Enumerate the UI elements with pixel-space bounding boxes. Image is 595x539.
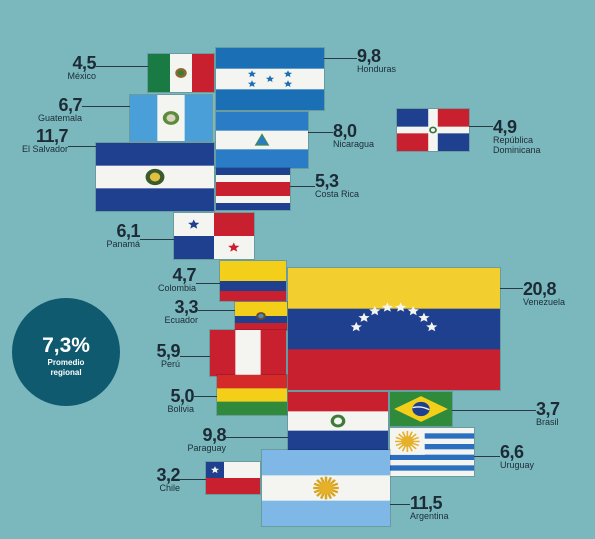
value-label-costa-rica: 5,3 — [315, 171, 339, 191]
connector-colombia — [196, 283, 220, 284]
country-label-honduras: Honduras — [357, 64, 397, 74]
country-label-argentina: Argentina — [410, 511, 449, 521]
connector-argentina — [390, 504, 410, 505]
country-label-uruguay: Uruguay — [500, 460, 535, 470]
connector-guatemala — [82, 106, 130, 107]
value-label-venezuela: 20,8 — [523, 279, 557, 299]
value-label-colombia: 4,7 — [172, 265, 196, 285]
connector-costa-rica — [290, 186, 315, 187]
flag-republica-dominicana — [397, 109, 469, 151]
regional-average-label: Promedio regional — [47, 358, 85, 377]
connector-panama — [140, 239, 174, 240]
regional-average-value: 7,3% — [42, 334, 90, 357]
country-label-paraguay: Paraguay — [187, 443, 226, 453]
value-label-brasil: 3,7 — [536, 399, 560, 419]
value-label-republica-dominicana: 4,9 — [493, 117, 517, 137]
flag-argentina — [262, 450, 390, 526]
flag-brasil — [390, 392, 452, 426]
flag-colombia — [220, 261, 286, 301]
value-label-uruguay: 6,6 — [500, 442, 524, 462]
value-label-el-salvador: 11,7 — [35, 126, 69, 146]
connector-bolivia — [194, 396, 217, 397]
connector-nicaragua — [308, 132, 333, 133]
connector-mexico — [96, 66, 148, 67]
value-label-paraguay: 9,8 — [202, 425, 226, 445]
connector-ecuador — [198, 310, 235, 311]
country-label-ecuador: Ecuador — [164, 315, 198, 325]
country-label-guatemala: Guatemala — [37, 113, 82, 123]
value-label-chile: 3,2 — [156, 465, 180, 485]
connector-honduras — [324, 58, 357, 59]
country-label-mexico: México — [67, 71, 96, 81]
flag-paraguay — [288, 392, 388, 450]
value-label-argentina: 11,5 — [410, 493, 443, 513]
connector-el-salvador — [68, 146, 96, 147]
country-label-chile: Chile — [159, 483, 180, 493]
flag-venezuela — [288, 268, 500, 390]
flag-el-salvador — [96, 143, 214, 211]
flag-nicaragua — [216, 112, 308, 168]
country-label-panama: Panamá — [106, 239, 140, 249]
country-label-colombia: Colombia — [157, 283, 196, 293]
flag-costa-rica — [216, 168, 290, 210]
connector-republica-dominicana — [469, 126, 493, 127]
regional-average-badge: 7,3% Promedio regional — [12, 298, 120, 406]
flag-honduras — [216, 48, 324, 110]
connector-paraguay — [226, 437, 288, 438]
country-label-venezuela: Venezuela — [523, 297, 566, 307]
country-label-nicaragua: Nicaragua — [333, 139, 375, 149]
value-label-mexico: 4,5 — [72, 53, 96, 73]
value-label-ecuador: 3,3 — [174, 297, 198, 317]
connector-uruguay — [474, 456, 500, 457]
flag-ecuador — [235, 302, 287, 330]
flag-mexico — [148, 54, 214, 92]
country-label-costa-rica: Costa Rica — [315, 189, 360, 199]
flag-panama — [174, 213, 254, 259]
value-label-nicaragua: 8,0 — [333, 121, 357, 141]
flag-peru — [210, 330, 286, 376]
country-label-peru: Perú — [160, 359, 180, 369]
value-label-panama: 6,1 — [116, 221, 140, 241]
country-label-el-salvador: El Salvador — [21, 144, 68, 154]
value-label-bolivia: 5,0 — [170, 386, 194, 406]
connector-chile — [180, 479, 206, 480]
country-label-brasil: Brasil — [536, 417, 559, 427]
value-label-peru: 5,9 — [156, 341, 180, 361]
country-label-republica-dominicana: República Dominicana — [493, 135, 541, 155]
flag-uruguay — [390, 428, 474, 476]
flag-guatemala — [130, 95, 212, 141]
flag-bolivia — [217, 375, 287, 415]
connector-brasil — [452, 410, 536, 411]
value-label-honduras: 9,8 — [357, 46, 381, 66]
value-label-guatemala: 6,7 — [58, 95, 82, 115]
connector-venezuela — [500, 288, 523, 289]
connector-peru — [180, 356, 210, 357]
country-label-bolivia: Bolivia — [167, 404, 194, 414]
flag-chile — [206, 462, 260, 494]
